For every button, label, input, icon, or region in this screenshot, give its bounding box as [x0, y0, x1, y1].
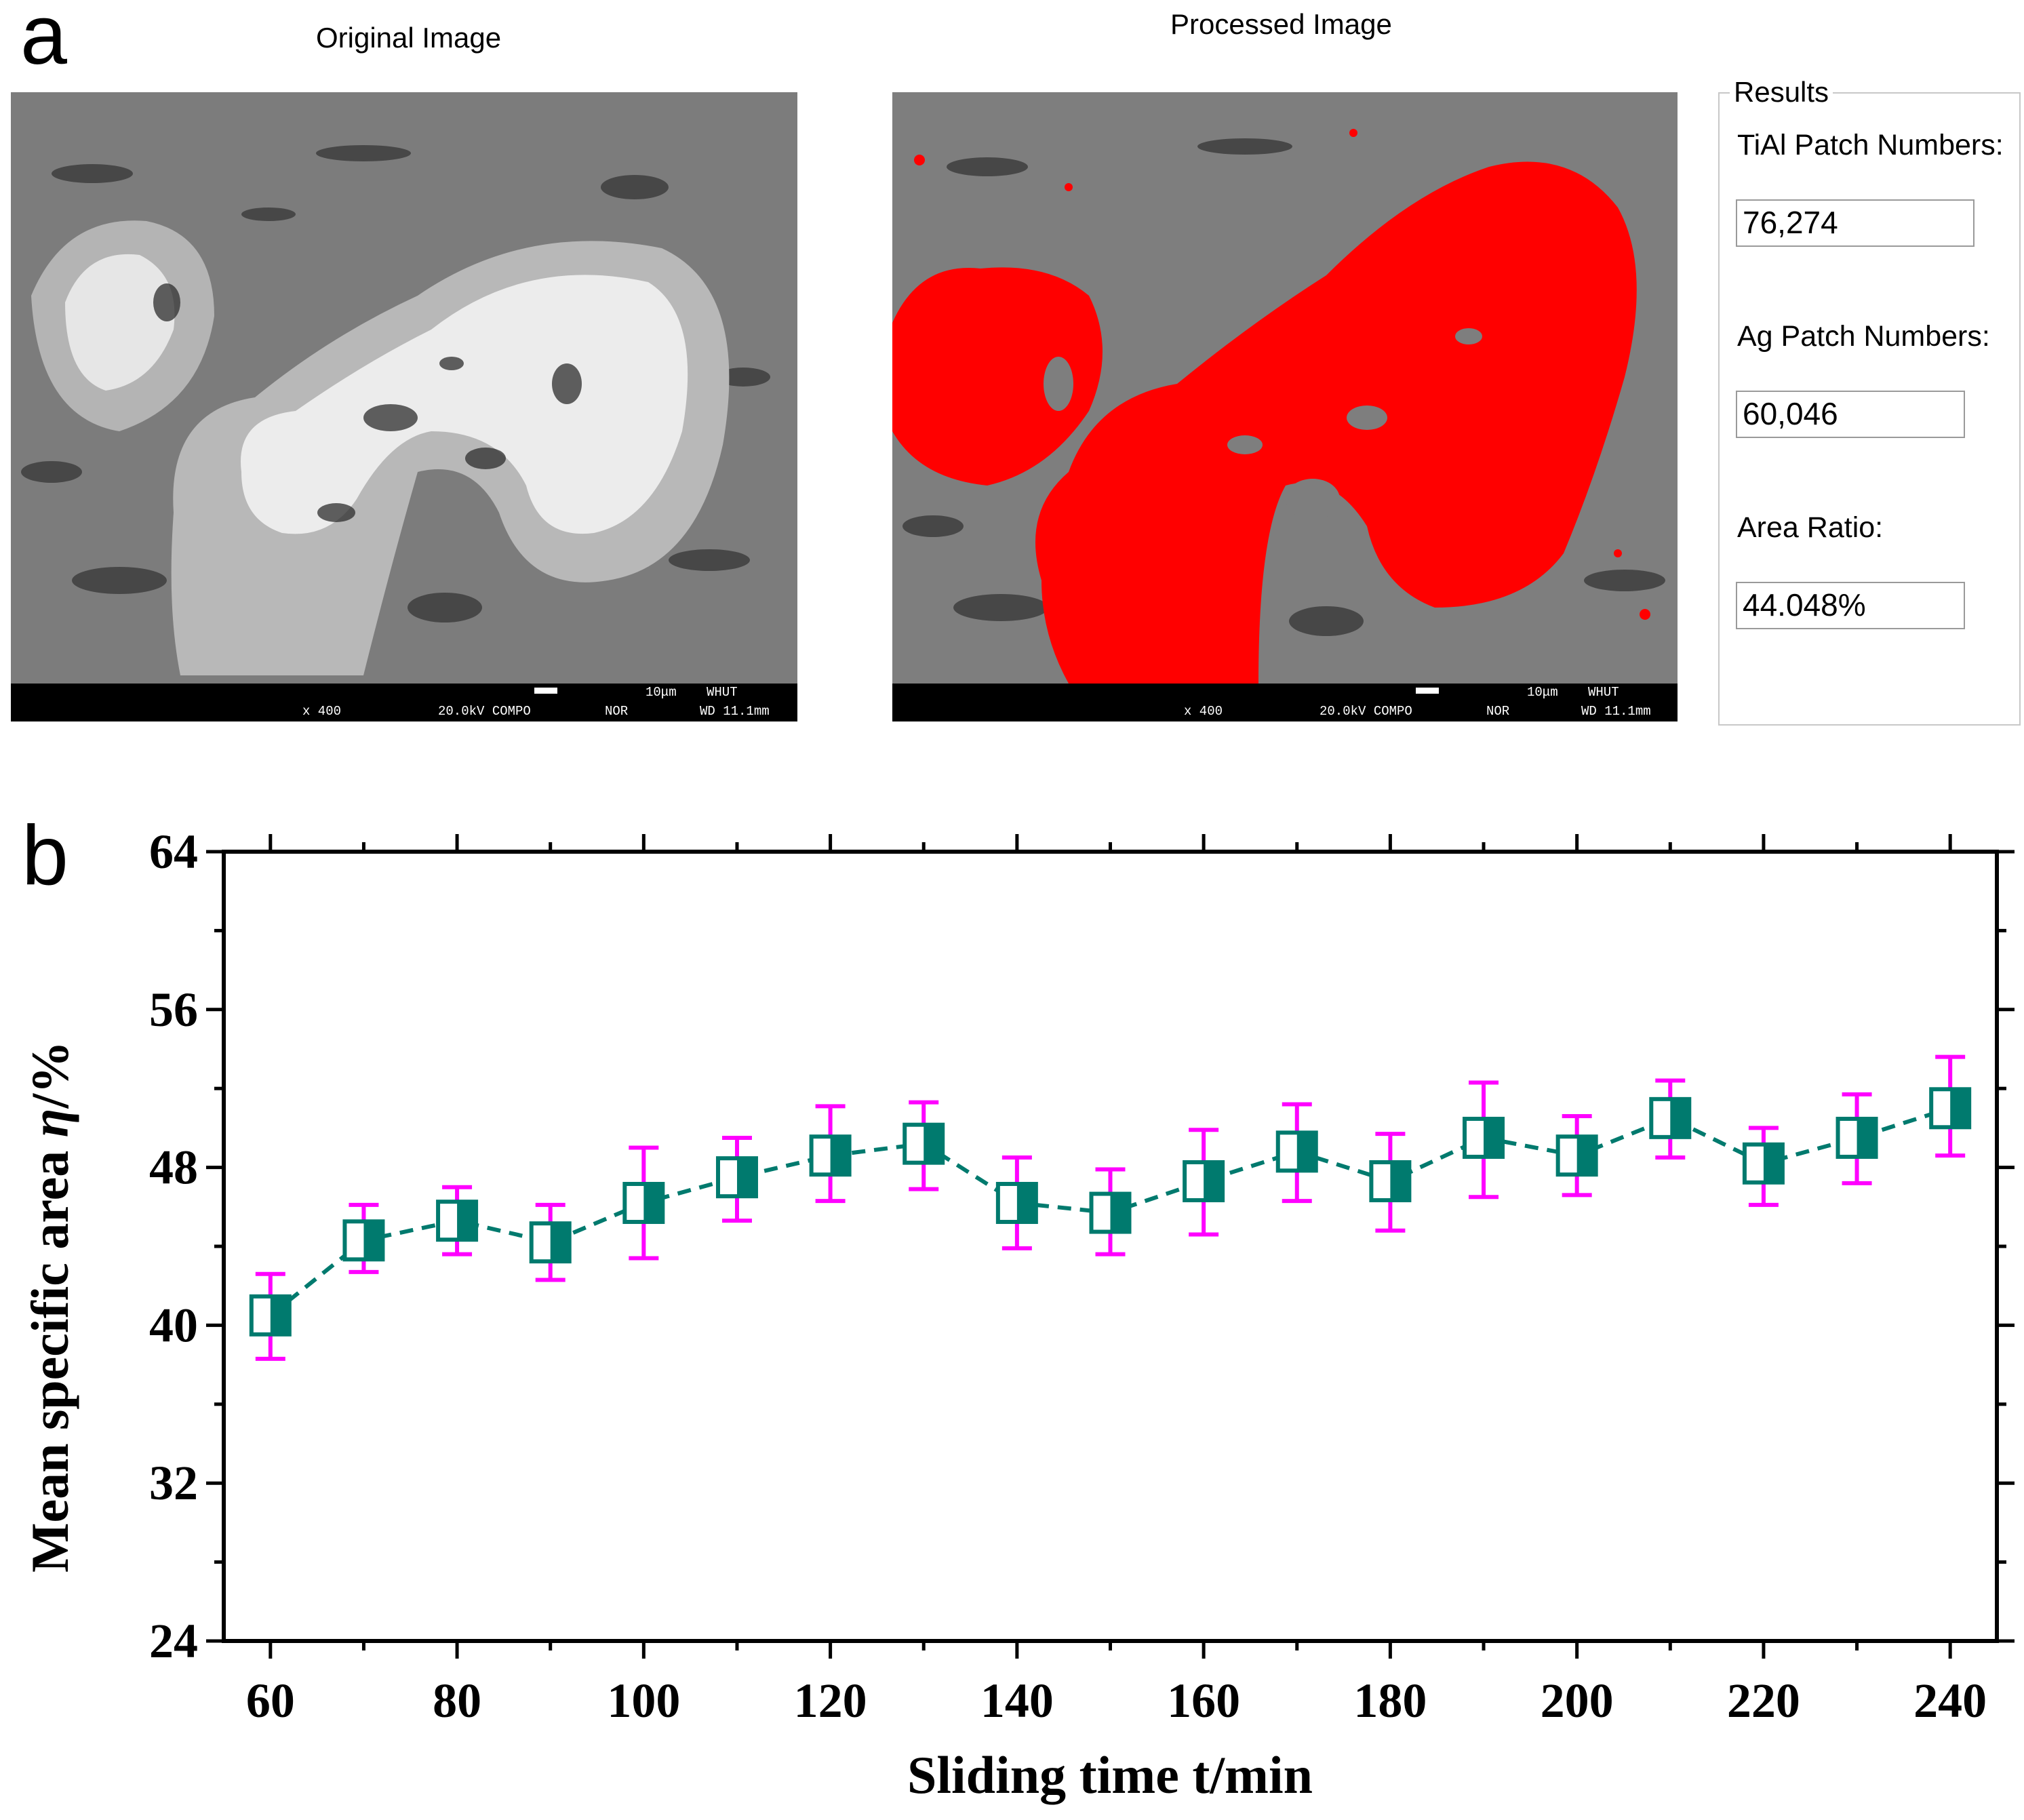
x-tick-label: 180: [1353, 1674, 1427, 1728]
original-sem-info-bar: 10μm WHUT x 400 20.0kV COMPO NOR WD 11.1…: [11, 684, 797, 721]
data-point-fill: [1484, 1118, 1503, 1157]
data-point-fill: [1857, 1118, 1876, 1157]
tial-value-field[interactable]: 76,274: [1736, 199, 1975, 247]
original-sem-image: 10μm WHUT x 400 20.0kV COMPO NOR WD 11.1…: [11, 92, 797, 721]
x-tick-label: 60: [246, 1674, 295, 1728]
sem-lab: WHUT: [1588, 685, 1619, 700]
sem-wd: WD 11.1mm: [1581, 704, 1651, 719]
sem-lab: WHUT: [707, 685, 738, 700]
data-point-fill: [830, 1136, 850, 1175]
scale-bar: [534, 688, 557, 694]
x-tick-label: 240: [1913, 1674, 1987, 1728]
ratio-value-field[interactable]: 44.048%: [1736, 582, 1965, 629]
x-tick-label: 160: [1167, 1674, 1240, 1728]
data-point-fill: [1576, 1136, 1596, 1175]
sem-voltage: 20.0kV COMPO: [1319, 704, 1412, 719]
ag-label: Ag Patch Numbers:: [1737, 320, 1990, 353]
x-axis-label: Sliding time t/min: [907, 1745, 1313, 1804]
scale-bar: [1416, 688, 1439, 694]
processed-image-title: Processed Image: [1170, 8, 1392, 40]
y-tick-label: 24: [149, 1614, 198, 1668]
ag-value-field[interactable]: 60,046: [1736, 391, 1965, 438]
sem-scale: 10μm: [646, 685, 677, 700]
y-tick-label: 32: [149, 1456, 198, 1510]
data-point-fill: [363, 1221, 383, 1260]
results-legend: Results: [1730, 76, 1833, 108]
data-point-fill: [1763, 1144, 1783, 1183]
processed-sem-info-bar: 10μm WHUT x 400 20.0kV COMPO NOR WD 11.1…: [892, 684, 1678, 721]
data-point-fill: [1296, 1132, 1316, 1171]
y-axis-label: Mean specific area η/%: [20, 1041, 79, 1572]
data-point-fill: [643, 1183, 663, 1222]
sem-voltage: 20.0kV COMPO: [438, 704, 531, 719]
sem-magnification: x 400: [302, 704, 342, 719]
data-point-fill: [550, 1223, 570, 1262]
sem-magnification: x 400: [1184, 704, 1223, 719]
ag-region-main: [1035, 161, 1637, 684]
panel-a-label: a: [20, 0, 67, 82]
panel-b-label: b: [22, 809, 68, 903]
data-point-fill: [736, 1158, 756, 1197]
ag-region-left: [892, 267, 1103, 486]
y-tick-label: 64: [149, 825, 198, 879]
results-groupbox: [1718, 92, 2021, 726]
series-group: [249, 1087, 1972, 1337]
specific-area-chart: 24 32 40 48 56 64 60 80 100 120 140 160 180 200 220 240…: [20, 825, 2015, 1804]
x-tick-label: 80: [433, 1674, 481, 1728]
data-point-fill: [270, 1296, 290, 1334]
data-point-fill: [1390, 1162, 1410, 1200]
original-sem-texture: [11, 92, 797, 684]
axes-group: 24 32 40 48 56 64 60 80 100 120 140 160 180 200 220 240: [149, 825, 2015, 1728]
data-point-fill: [1670, 1099, 1690, 1137]
y-tick-label: 48: [149, 1141, 198, 1195]
x-tick-label: 200: [1541, 1674, 1614, 1728]
sem-mode: NOR: [1486, 704, 1510, 719]
sem-scale: 10μm: [1527, 685, 1558, 700]
data-point-fill: [1016, 1183, 1036, 1222]
processed-sem-image: 10μm WHUT x 400 20.0kV COMPO NOR WD 11.1…: [892, 92, 1678, 721]
data-point-fill: [924, 1124, 943, 1163]
data-point-fill: [457, 1202, 477, 1240]
sem-mode: NOR: [605, 704, 629, 719]
x-tick-label: 100: [607, 1674, 680, 1728]
y-tick-label: 40: [149, 1298, 198, 1352]
ratio-label: Area Ratio:: [1737, 511, 1884, 544]
x-tick-label: 120: [794, 1674, 867, 1728]
processed-sem-texture: [892, 92, 1678, 684]
sem-wd: WD 11.1mm: [700, 704, 770, 719]
y-tick-label: 56: [149, 983, 198, 1037]
data-point-fill: [1950, 1089, 1970, 1128]
x-tick-label: 140: [980, 1674, 1054, 1728]
x-tick-label: 220: [1727, 1674, 1800, 1728]
original-image-title: Original Image: [316, 22, 502, 54]
data-point-fill: [1110, 1193, 1130, 1232]
tial-label: TiAl Patch Numbers:: [1737, 129, 2004, 161]
data-point-fill: [1204, 1162, 1223, 1200]
